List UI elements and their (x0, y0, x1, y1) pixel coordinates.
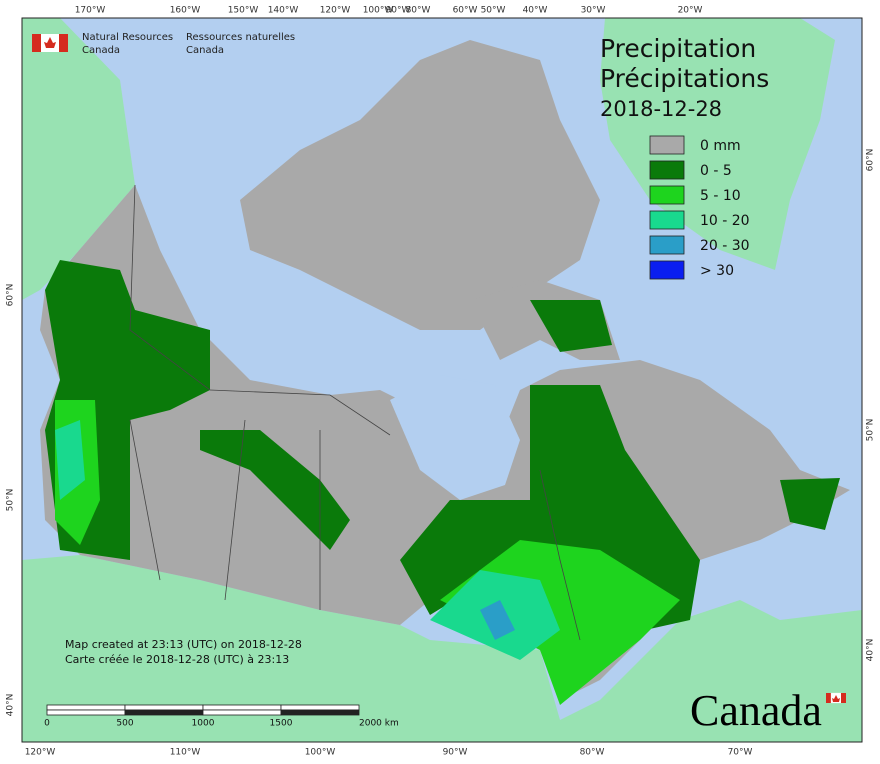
title-date: 2018-12-28 (600, 97, 722, 121)
flag (32, 34, 68, 52)
borders (224, 419, 246, 601)
legend-label: > 30 (700, 263, 734, 279)
longitude-label: 80°W (580, 748, 605, 758)
legend-label: 0 - 5 (700, 163, 732, 179)
longitude-label: 120°W (320, 6, 351, 16)
scale-segment (280, 709, 360, 716)
scale-label: 2000 km (359, 719, 399, 729)
latitude-label: 50°N (866, 419, 876, 442)
ontario-heaviest (480, 600, 515, 640)
newfoundland-precip (780, 478, 840, 530)
graticule: 170°W 160°W 150°W 140°W 120°W 100°W90°W80°W 60… (6, 6, 876, 758)
scale-segment (202, 704, 282, 711)
scale-label: 500 (116, 719, 133, 729)
scale-label: 1000 (192, 719, 215, 729)
longitude-label: 20°W (678, 6, 703, 16)
legend-label: 5 - 10 (700, 188, 741, 204)
country-en: Canada (82, 45, 120, 56)
scale-segment (280, 704, 360, 711)
prairie-precip (200, 430, 350, 550)
borders (209, 389, 391, 436)
longitude-label: 70°W (728, 748, 753, 758)
latitude-label: 40°N (866, 639, 876, 662)
longitude-label: 90°W (386, 6, 411, 16)
legend-label: 0 mm (700, 138, 741, 154)
longitude-label: 100°W (363, 6, 394, 16)
legend-swatch (649, 235, 685, 255)
scale-segment (124, 709, 204, 716)
longitude-label: 30°W (581, 6, 606, 16)
wordmark-flag (826, 692, 846, 704)
latitude-label: 40°N (6, 694, 16, 717)
borders (539, 469, 581, 641)
longitude-label: 150°W (228, 6, 259, 16)
scale-label: 0 (44, 719, 50, 729)
legend-swatch (649, 185, 685, 205)
longitude-label: 120°W (25, 748, 56, 758)
created-en: Map created at 23:13 (UTC) on 2018-12-28 (65, 638, 302, 651)
longitude-label: 100°W (305, 748, 336, 758)
arctic-islands (240, 40, 600, 330)
title-en: Precipitation (600, 34, 756, 63)
longitude-label: 60°W (453, 6, 478, 16)
title-fr: Précipitations (600, 64, 769, 93)
map-border (21, 17, 863, 743)
borders (129, 419, 161, 581)
legend-swatch (649, 210, 685, 230)
scale-segment (46, 704, 126, 711)
latitude-label: 60°N (6, 284, 16, 307)
latitude-label: 60°N (866, 149, 876, 172)
scale-segment (202, 709, 282, 716)
longitude-label: 160°W (170, 6, 201, 16)
longitude-label: 80°W (406, 6, 431, 16)
legend: 0 mm 0 - 5 5 - 10 10 - 20 20 - 30 > 30 (649, 135, 750, 280)
legend-label: 20 - 30 (700, 238, 750, 254)
country-fr: Canada (186, 45, 224, 56)
scale-label: 1500 (270, 719, 293, 729)
coast-heavy (55, 420, 85, 500)
hudson-bay (390, 375, 520, 500)
greenland (600, 18, 835, 270)
labrador-precip (530, 300, 612, 352)
borders (129, 184, 211, 391)
longitude-label: 40°W (523, 6, 548, 16)
longitude-label: 140°W (268, 6, 299, 16)
longitude-label: 90°W (443, 748, 468, 758)
map-body (22, 18, 862, 742)
latitude-label: 50°N (6, 489, 16, 512)
legend-label: 10 - 20 (700, 213, 750, 229)
scale-bar: 0 500 1000 1500 2000 km (44, 704, 399, 729)
dept-en: Natural Resources (82, 32, 173, 43)
alaska (22, 18, 135, 300)
legend-swatch (649, 160, 685, 180)
created-fr: Carte créée le 2018-12-28 (UTC) à 23:13 (65, 653, 289, 666)
legend-swatch (649, 135, 685, 155)
longitude-label: 110°W (170, 748, 201, 758)
scale-segment (124, 704, 204, 711)
legend-swatch (649, 260, 685, 280)
wordmark: Canada (690, 686, 822, 735)
dept-fr: Ressources naturelles (186, 32, 295, 43)
scale-segment (46, 709, 126, 716)
longitude-label: 170°W (75, 6, 106, 16)
usa (22, 555, 862, 742)
longitude-label: 50°W (481, 6, 506, 16)
